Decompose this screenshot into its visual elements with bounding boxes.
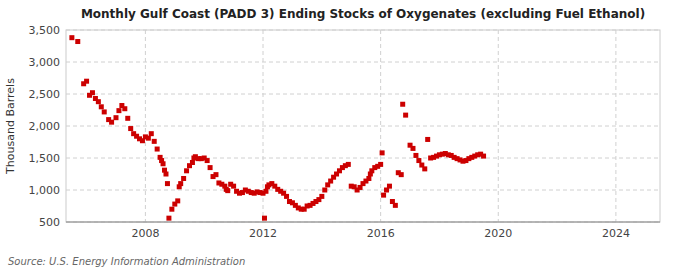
point — [205, 158, 210, 163]
x-tick-label: 2016 — [367, 227, 395, 240]
points — [69, 35, 486, 220]
grid-line — [66, 126, 660, 127]
point — [208, 165, 213, 170]
point — [75, 39, 80, 44]
point — [381, 193, 386, 198]
point — [399, 172, 404, 177]
point — [422, 166, 427, 171]
grid-line — [66, 62, 660, 63]
point — [184, 168, 189, 173]
grid-line — [615, 30, 616, 222]
source-note: Source: U.S. Energy Information Administ… — [8, 256, 245, 267]
point — [169, 207, 174, 212]
point — [116, 108, 121, 113]
y-tick-label: 2,500 — [29, 88, 61, 101]
point — [393, 203, 398, 208]
point — [155, 147, 160, 152]
point — [165, 181, 170, 186]
point — [284, 194, 289, 199]
y-tick-label: 1,000 — [29, 184, 61, 197]
point — [425, 137, 430, 142]
grid-line — [145, 30, 146, 222]
point — [125, 116, 130, 121]
grid-line — [498, 30, 499, 222]
grid-line — [66, 190, 660, 191]
grid-line — [66, 30, 660, 31]
point — [113, 115, 118, 120]
point — [403, 113, 408, 118]
point — [146, 136, 151, 141]
grid-line — [380, 30, 381, 222]
point — [263, 189, 268, 194]
point — [225, 188, 230, 193]
y-tick-label: 1,500 — [29, 152, 61, 165]
y-axis-label: Thousand Barrels — [4, 78, 17, 175]
x-axis-line — [66, 222, 660, 223]
x-tick-label: 2008 — [131, 227, 159, 240]
x-tick-label: 2012 — [249, 227, 277, 240]
point — [413, 153, 418, 158]
grid-line — [66, 94, 660, 95]
point — [166, 216, 171, 221]
point — [178, 181, 183, 186]
point — [378, 162, 383, 167]
point — [122, 106, 127, 111]
point — [346, 162, 351, 167]
point — [109, 120, 114, 125]
y-tick-label: 500 — [39, 216, 60, 229]
point — [213, 172, 218, 177]
x-tick-label: 2020 — [484, 227, 512, 240]
point — [149, 131, 154, 136]
point — [102, 109, 107, 114]
point — [410, 146, 415, 151]
point — [175, 198, 180, 203]
point — [481, 154, 486, 159]
point — [163, 172, 168, 177]
point — [152, 139, 157, 144]
y-tick-label: 2,000 — [29, 120, 61, 133]
point — [416, 158, 421, 163]
point — [322, 188, 327, 193]
point — [96, 99, 101, 104]
point — [90, 90, 95, 95]
point — [231, 184, 236, 189]
grid-line — [66, 222, 660, 223]
point — [262, 216, 267, 221]
point — [190, 160, 195, 165]
point — [366, 176, 371, 181]
point — [380, 150, 385, 155]
point — [161, 161, 166, 166]
title: Monthly Gulf Coast (PADD 3) Ending Stock… — [81, 7, 645, 21]
point — [400, 102, 405, 107]
point — [128, 126, 133, 131]
point — [181, 176, 186, 181]
plot-frame — [66, 30, 660, 222]
point — [84, 79, 89, 84]
y-tick-label: 3,500 — [29, 24, 61, 37]
point — [69, 35, 74, 40]
y-tick-label: 3,000 — [29, 56, 61, 69]
point — [99, 104, 104, 109]
point — [319, 194, 324, 199]
point — [387, 184, 392, 189]
chart: Monthly Gulf Coast (PADD 3) Ending Stock… — [0, 0, 675, 275]
x-tick-label: 2024 — [602, 227, 630, 240]
grid-line — [66, 158, 660, 159]
